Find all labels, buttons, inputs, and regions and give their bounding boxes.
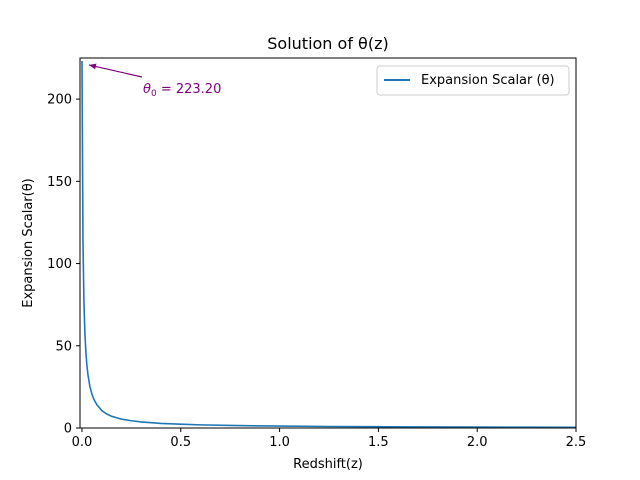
x-tick-label: 2.5	[566, 435, 587, 450]
x-tick-label: 1.5	[368, 435, 389, 450]
legend-label: Expansion Scalar (θ)	[421, 73, 555, 88]
x-axis-label: Redshift(z)	[293, 457, 363, 472]
y-axis: 0 50 100 150 200	[47, 93, 80, 437]
x-tick-label: 0.5	[170, 435, 191, 450]
annotation-symbol: θ	[143, 82, 151, 97]
y-axis-label: Expansion Scalar(θ)	[21, 178, 36, 307]
x-tick-label: 0.0	[72, 435, 93, 450]
chart-title: Solution of θ(z)	[267, 34, 388, 53]
annotation-arrow	[88, 64, 143, 78]
y-tick-label: 50	[55, 339, 72, 354]
line-layer	[81, 60, 577, 429]
y-tick-label: 150	[47, 175, 72, 190]
annotation-value: = 223.20	[157, 82, 222, 97]
x-axis: 0.0 0.5 1.0 1.5 2.0 2.5	[72, 428, 587, 450]
legend-box	[376, 65, 570, 96]
series-line-0	[81, 60, 577, 429]
annotation-subscript: 0	[151, 89, 157, 99]
legend: Expansion Scalar (θ)	[376, 65, 570, 96]
plot-frame	[79, 57, 577, 429]
y-tick-label: 200	[47, 93, 72, 108]
y-tick-label: 100	[47, 257, 72, 272]
annotation-label: θ0 = 223.20	[143, 82, 221, 99]
x-tick-label: 2.0	[467, 435, 488, 450]
annotation-arrowhead	[88, 63, 97, 70]
annotation: θ0 = 223.20	[88, 63, 221, 99]
y-tick-label: 0	[64, 422, 72, 437]
x-tick-label: 1.0	[269, 435, 290, 450]
